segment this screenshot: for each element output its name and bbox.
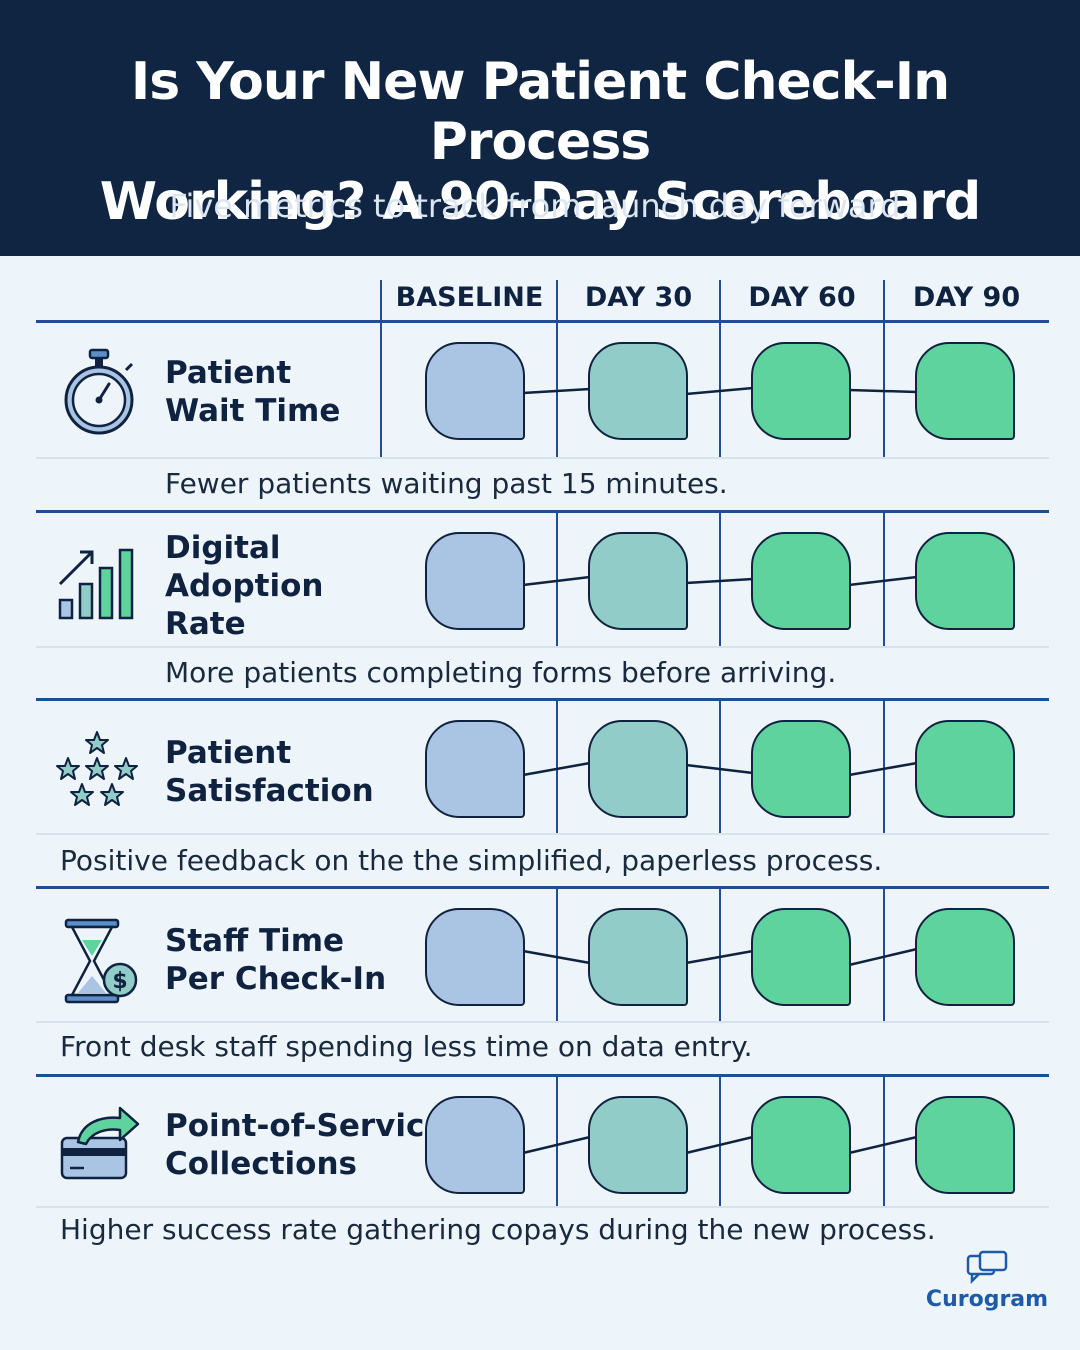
score-cell-baseline[interactable] bbox=[425, 342, 525, 440]
row-subdivider bbox=[36, 1206, 1049, 1208]
column-divider bbox=[556, 701, 558, 833]
row-divider bbox=[36, 1074, 1049, 1077]
column-divider bbox=[719, 323, 721, 457]
score-cell-day30[interactable] bbox=[588, 908, 688, 1006]
column-divider bbox=[883, 323, 885, 457]
row-divider bbox=[36, 886, 1049, 889]
metric-name: Wait Time bbox=[165, 393, 341, 429]
page-subtitle: Five metrics to track from launch day fo… bbox=[169, 187, 911, 225]
column-divider bbox=[719, 280, 721, 320]
brand-logo-text: Curogram bbox=[925, 1287, 1049, 1312]
header-banner: Is Your New Patient Check-In Process Wor… bbox=[0, 0, 1080, 256]
row-divider bbox=[36, 510, 1049, 513]
metric-name: Patient bbox=[165, 735, 292, 771]
hourglass-dollar-icon: $ bbox=[64, 918, 138, 1004]
column-header-day90: DAY 90 bbox=[912, 282, 1021, 313]
column-divider bbox=[556, 323, 558, 457]
score-cell-day60[interactable] bbox=[751, 908, 851, 1006]
metric-name: Collections bbox=[165, 1146, 357, 1182]
metric-name: Satisfaction bbox=[165, 773, 374, 809]
score-cell-day30[interactable] bbox=[588, 720, 688, 818]
score-cell-day90[interactable] bbox=[915, 532, 1015, 630]
metric-name: Rate bbox=[165, 606, 246, 642]
column-divider bbox=[556, 889, 558, 1021]
title-line-1: Is Your New Patient Check-In Process bbox=[130, 52, 950, 172]
column-divider bbox=[883, 513, 885, 646]
column-divider bbox=[719, 1077, 721, 1206]
metric-name: Per Check-In bbox=[165, 961, 387, 997]
column-divider bbox=[719, 889, 721, 1021]
column-divider bbox=[380, 280, 382, 320]
score-cell-day90[interactable] bbox=[915, 720, 1015, 818]
score-cell-day90[interactable] bbox=[915, 342, 1015, 440]
column-header-day30: DAY 30 bbox=[584, 282, 693, 313]
chat-bubbles-icon bbox=[966, 1250, 1008, 1284]
score-cell-day90[interactable] bbox=[915, 908, 1015, 1006]
metric-name: Patient bbox=[165, 355, 292, 391]
metric-description: Front desk staff spending less time on d… bbox=[60, 1030, 753, 1063]
score-cell-day60[interactable] bbox=[751, 342, 851, 440]
row-divider bbox=[36, 320, 1049, 323]
stars-icon bbox=[56, 731, 138, 806]
score-cell-day30[interactable] bbox=[588, 342, 688, 440]
column-header-baseline: BASELINE bbox=[395, 282, 544, 313]
metric-description: Fewer patients waiting past 15 minutes. bbox=[165, 467, 728, 500]
svg-text:$: $ bbox=[112, 969, 127, 994]
column-divider bbox=[556, 280, 558, 320]
row-subdivider bbox=[36, 1021, 1049, 1023]
score-cell-day30[interactable] bbox=[588, 532, 688, 630]
row-subdivider bbox=[36, 833, 1049, 835]
row-subdivider bbox=[36, 646, 1049, 648]
row-divider bbox=[36, 698, 1049, 701]
score-cell-baseline[interactable] bbox=[425, 720, 525, 818]
score-cell-day30[interactable] bbox=[588, 1096, 688, 1194]
card-arrow-icon bbox=[60, 1106, 140, 1180]
metric-description: Higher success rate gathering copays dur… bbox=[60, 1213, 936, 1246]
score-cell-baseline[interactable] bbox=[425, 532, 525, 630]
page-title: Is Your New Patient Check-In Process Wor… bbox=[20, 52, 1060, 232]
column-divider bbox=[883, 701, 885, 833]
column-divider bbox=[556, 1077, 558, 1206]
column-divider bbox=[719, 513, 721, 646]
column-divider bbox=[556, 513, 558, 646]
column-divider bbox=[719, 701, 721, 833]
score-cell-baseline[interactable] bbox=[425, 1096, 525, 1194]
title-line-2: Working? A 90-Day Scoreboard bbox=[99, 172, 982, 232]
stopwatch-icon bbox=[64, 348, 134, 435]
score-cell-day60[interactable] bbox=[751, 532, 851, 630]
score-cell-day60[interactable] bbox=[751, 1096, 851, 1194]
column-header-day60: DAY 60 bbox=[748, 282, 856, 313]
metric-name: Digital bbox=[165, 530, 281, 566]
score-cell-day90[interactable] bbox=[915, 1096, 1015, 1194]
column-divider bbox=[380, 323, 382, 457]
metric-name: Adoption bbox=[165, 568, 324, 604]
metric-description: Positive feedback on the the simplified,… bbox=[60, 844, 883, 877]
bar-chart-growth-icon bbox=[58, 548, 134, 620]
metric-name: Point-of-Service bbox=[165, 1108, 446, 1144]
metric-name: Staff Time bbox=[165, 923, 345, 959]
metric-description: More patients completing forms before ar… bbox=[165, 656, 837, 689]
column-divider bbox=[883, 1077, 885, 1206]
score-cell-day60[interactable] bbox=[751, 720, 851, 818]
score-cell-baseline[interactable] bbox=[425, 908, 525, 1006]
column-divider bbox=[883, 889, 885, 1021]
row-subdivider bbox=[36, 457, 1049, 459]
column-divider bbox=[883, 280, 885, 320]
